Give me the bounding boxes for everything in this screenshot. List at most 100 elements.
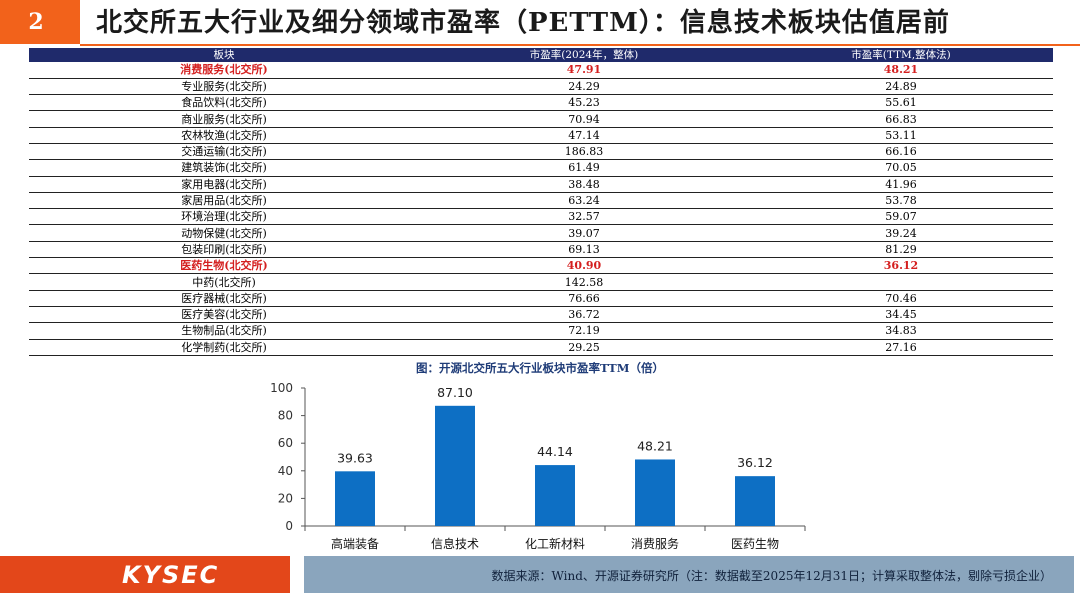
cell-pe-ttm: 59.07 [749, 208, 1053, 226]
table-row: 动物保健(北交所) 39.07 39.24 [29, 224, 1053, 242]
cell-pe-2024: 47.14 [419, 127, 749, 144]
cell-pe-ttm: 41.96 [749, 176, 1053, 193]
cell-pe-ttm: 39.24 [749, 224, 1053, 242]
cell-sector: 中药(北交所) [29, 273, 419, 291]
kysec-logo: KYSEC [122, 561, 220, 589]
cell-pe-ttm: 34.83 [749, 322, 1053, 340]
cell-pe-2024: 69.13 [419, 241, 749, 259]
cell-pe-ttm: 53.11 [749, 127, 1053, 144]
cell-sector: 医疗器械(北交所) [29, 290, 419, 307]
header-pe-2024: 市盈率(2024年，整体) [419, 48, 749, 62]
cell-sector: 专业服务(北交所) [29, 78, 419, 96]
bar-value-label: 87.10 [437, 385, 473, 400]
cell-pe-2024: 38.48 [419, 176, 749, 193]
table-row: 建筑装饰(北交所) 61.49 70.05 [29, 159, 1053, 177]
cell-pe-ttm: 36.12 [749, 257, 1053, 275]
cell-pe-ttm: 53.78 [749, 192, 1053, 210]
cell-pe-ttm: 81.29 [749, 241, 1053, 259]
cell-sector: 商业服务(北交所) [29, 110, 419, 128]
cell-pe-ttm [749, 273, 1053, 291]
cell-pe-ttm: 27.16 [749, 339, 1053, 356]
cell-sector: 动物保健(北交所) [29, 224, 419, 242]
cell-pe-2024: 29.25 [419, 339, 749, 356]
table-row: 食品饮料(北交所) 45.23 55.61 [29, 94, 1053, 112]
x-category-label: 医药生物 [731, 537, 779, 551]
cell-pe-ttm: 55.61 [749, 94, 1053, 112]
footer-brand-bar: KYSEC [0, 556, 290, 593]
y-tick-label: 100 [270, 381, 293, 395]
cell-pe-2024: 36.72 [419, 306, 749, 324]
cell-pe-2024: 39.07 [419, 224, 749, 242]
table-header-row: 板块 市盈率(2024年，整体) 市盈率(TTM,整体法) [29, 48, 1053, 62]
cell-sector: 食品饮料(北交所) [29, 94, 419, 112]
table-row: 环境治理(北交所) 32.57 59.07 [29, 208, 1053, 226]
y-tick-label: 0 [285, 519, 293, 533]
table-row: 商业服务(北交所) 70.94 66.83 [29, 110, 1053, 128]
table-row: 包装印刷(北交所) 69.13 81.29 [29, 241, 1053, 259]
bar-4 [635, 459, 675, 526]
bar-1 [335, 471, 375, 526]
cell-pe-2024: 70.94 [419, 110, 749, 128]
cell-sector: 家居用品(北交所) [29, 192, 419, 210]
pe-table: 板块 市盈率(2024年，整体) 市盈率(TTM,整体法) 消费服务(北交所) 4… [29, 48, 1053, 356]
cell-sector: 环境治理(北交所) [29, 208, 419, 226]
bar-value-label: 44.14 [537, 444, 573, 459]
table-row: 交通运输(北交所) 186.83 66.16 [29, 143, 1053, 161]
bar-value-label: 48.21 [637, 438, 673, 453]
table-row: 消费服务(北交所) 47.91 48.21 [29, 62, 1053, 79]
cell-pe-ttm: 34.45 [749, 306, 1053, 324]
table-row: 家用电器(北交所) 38.48 41.96 [29, 176, 1053, 193]
table-row: 家居用品(北交所) 63.24 53.78 [29, 192, 1053, 210]
table-row: 生物制品(北交所) 72.19 34.83 [29, 322, 1053, 340]
table-row: 农林牧渔(北交所) 47.14 53.11 [29, 127, 1053, 144]
cell-sector: 包装印刷(北交所) [29, 241, 419, 259]
cell-pe-2024: 45.23 [419, 94, 749, 112]
bar-5 [735, 476, 775, 526]
chart-title: 图：开源北交所五大行业板块市盈率TTM（倍） [416, 361, 664, 375]
table-row: 医疗美容(北交所) 36.72 34.45 [29, 306, 1053, 324]
bar-value-label: 39.63 [337, 450, 373, 465]
y-tick-label: 20 [278, 491, 293, 505]
slide-number: 2 [28, 9, 44, 35]
x-category-label: 信息技术 [431, 536, 479, 551]
cell-pe-2024: 186.83 [419, 143, 749, 161]
cell-pe-ttm: 70.46 [749, 290, 1053, 307]
x-category-label: 化工新材料 [525, 536, 585, 551]
cell-pe-2024: 63.24 [419, 192, 749, 210]
cell-pe-2024: 24.29 [419, 78, 749, 96]
table-body: 消费服务(北交所) 47.91 48.21 专业服务(北交所) 24.29 24.89 食品… [29, 62, 1053, 356]
footer-source-bar: 数据来源：Wind、开源证券研究所（注：数据截至2025年12月31日；计算采取… [304, 556, 1074, 593]
bar-2 [435, 405, 475, 526]
cell-pe-2024: 47.91 [419, 62, 749, 79]
y-tick-label: 60 [278, 436, 293, 450]
slide-header: 2 北交所五大行业及细分领域市盈率（PETTM）：信息技术板块估值居前 [0, 0, 1080, 46]
cell-sector: 建筑装饰(北交所) [29, 159, 419, 177]
cell-sector: 医疗美容(北交所) [29, 306, 419, 324]
y-tick-label: 40 [278, 464, 293, 478]
cell-sector: 消费服务(北交所) [29, 62, 419, 79]
bar-value-label: 36.12 [737, 455, 773, 470]
cell-pe-2024: 61.49 [419, 159, 749, 177]
header-pe-ttm: 市盈率(TTM,整体法) [749, 48, 1053, 62]
cell-sector: 家用电器(北交所) [29, 176, 419, 193]
cell-pe-ttm: 66.83 [749, 110, 1053, 128]
cell-pe-2024: 72.19 [419, 322, 749, 340]
pe-bar-chart: 0 20 40 60 80 100 39.63 高端装备 87.10 信息技术 44.14 化工新材料… [270, 381, 806, 551]
slide-number-badge: 2 [0, 0, 80, 44]
bar-3 [535, 465, 575, 526]
cell-pe-ttm: 24.89 [749, 78, 1053, 96]
cell-pe-2024: 32.57 [419, 208, 749, 226]
cell-sector: 生物制品(北交所) [29, 322, 419, 340]
cell-sector: 交通运输(北交所) [29, 143, 419, 161]
table-row: 专业服务(北交所) 24.29 24.89 [29, 78, 1053, 96]
cell-pe-ttm: 66.16 [749, 143, 1053, 161]
cell-pe-2024: 76.66 [419, 290, 749, 307]
table-row: 中药(北交所) 142.58 [29, 273, 1053, 291]
x-category-label: 消费服务 [631, 536, 679, 551]
data-source-note: 数据来源：Wind、开源证券研究所（注：数据截至2025年12月31日；计算采取… [491, 569, 1052, 583]
table-row: 医疗器械(北交所) 76.66 70.46 [29, 290, 1053, 307]
table-row: 医药生物(北交所) 40.90 36.12 [29, 257, 1053, 275]
cell-sector: 医药生物(北交所) [29, 257, 419, 275]
cell-pe-2024: 40.90 [419, 257, 749, 275]
x-category-label: 高端装备 [331, 536, 379, 551]
